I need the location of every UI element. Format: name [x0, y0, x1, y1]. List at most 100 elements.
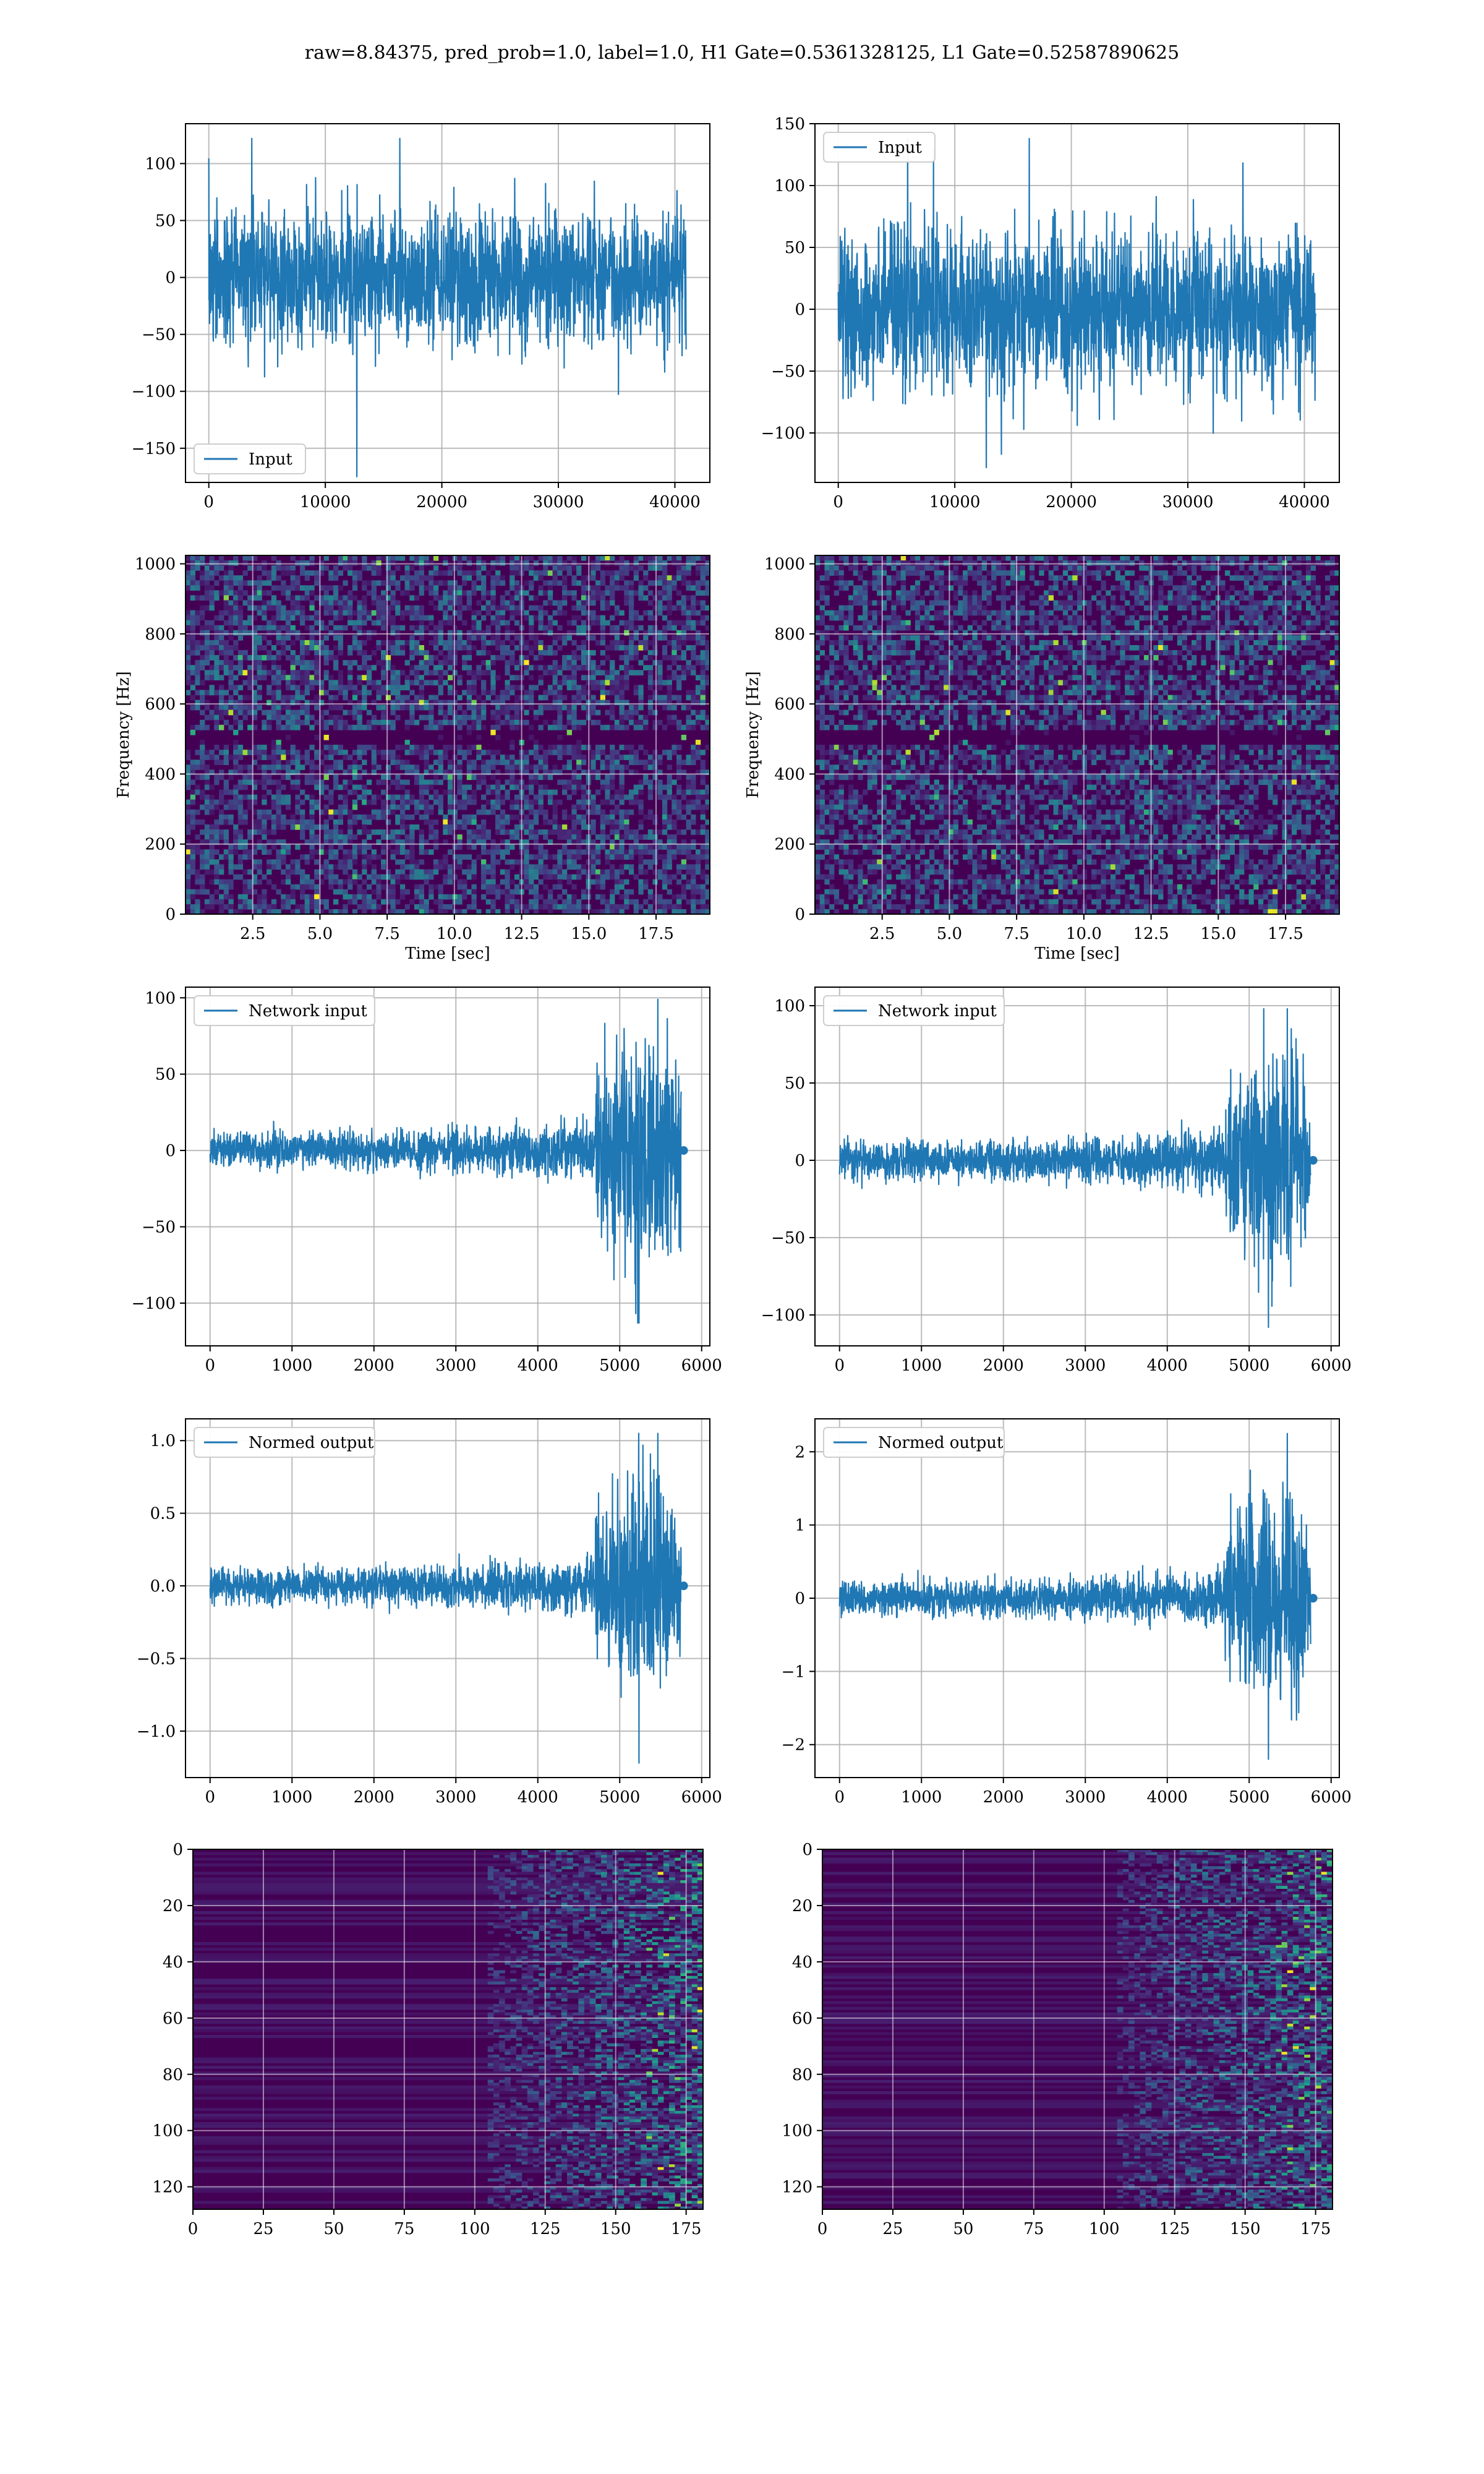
spectrogram-cell: [404, 849, 410, 855]
spectrogram-cell: [466, 904, 472, 910]
spectrogram-cell: [529, 735, 534, 740]
spectrogram-cell: [433, 750, 439, 755]
spectrogram-cell: [576, 804, 582, 810]
spectrogram-cell: [505, 844, 510, 850]
spectrogram-cell: [538, 590, 544, 596]
spectrogram-cell: [672, 645, 677, 651]
spectrogram-cell: [195, 690, 200, 696]
spectrogram-cell: [190, 864, 195, 870]
spectrogram-cell: [638, 580, 644, 586]
spectrogram-cell: [318, 719, 325, 726]
spectrogram-cell: [986, 555, 992, 561]
spectrogram-cell: [529, 615, 534, 621]
spectrogram-cell: [514, 610, 520, 616]
spectrogram-cell: [695, 590, 701, 596]
spectrogram-cell: [448, 700, 453, 706]
spectrogram-cell: [863, 565, 868, 571]
spectrogram-cell: [290, 580, 296, 586]
spectrogram-cell: [376, 704, 382, 711]
spectrogram-cell: [647, 859, 654, 865]
spectrogram-cell: [600, 635, 605, 641]
spectrogram-cell: [1086, 560, 1092, 566]
spectrogram-cell: [647, 789, 654, 795]
spectrogram-cell: [200, 829, 205, 835]
spectrogram-cell: [619, 565, 625, 571]
spectrogram-cell: [381, 814, 386, 820]
spectrogram-cell: [524, 799, 529, 805]
spectrogram-cell: [376, 595, 382, 601]
spectrogram-cell: [390, 555, 396, 561]
spectrogram-cell: [290, 625, 296, 631]
spectrogram-cell: [376, 904, 382, 910]
spectrogram-cell: [571, 784, 577, 790]
spectrogram-cell: [209, 640, 215, 646]
spectrogram-cell: [190, 909, 195, 915]
spectrogram-cell: [647, 794, 654, 800]
spectrogram-cell: [552, 804, 558, 810]
spectrogram-cell: [348, 874, 353, 880]
spectrogram-cell: [304, 660, 310, 666]
spectrogram-cell: [190, 570, 195, 576]
spectrogram-cell: [443, 909, 448, 915]
spectrogram-cell: [624, 894, 629, 900]
spectrogram-cell: [219, 610, 224, 616]
spectrogram-cell: [538, 789, 544, 795]
spectrogram-cell: [1229, 560, 1235, 566]
spectrogram-cell: [314, 620, 320, 626]
spectrogram-cell: [667, 774, 672, 781]
spectrogram-cell: [233, 665, 239, 670]
spectrogram-cell: [462, 645, 467, 651]
spectrogram-cell: [219, 884, 224, 890]
spectrogram-cell: [381, 899, 386, 905]
spectrogram-cell: [343, 854, 348, 860]
spectrogram-cell: [538, 829, 544, 835]
spectrogram-cell: [281, 700, 286, 706]
spectrogram-cell: [647, 695, 654, 701]
spectrogram-cell: [414, 750, 420, 755]
spectrogram-cell: [200, 640, 205, 646]
spectrogram-cell: [691, 690, 696, 696]
spectrogram-cell: [500, 700, 506, 706]
spectrogram-cell: [414, 680, 420, 686]
spectrogram-cell: [214, 859, 220, 865]
spectrogram-cell: [214, 804, 220, 810]
spectrogram-cell: [667, 640, 672, 646]
spectrogram-cell: [204, 849, 210, 855]
spectrogram-cell: [543, 814, 548, 820]
spectrogram-cell: [429, 590, 434, 596]
spectrogram-cell: [399, 670, 406, 675]
spectrogram-cell: [681, 605, 686, 611]
spectrogram-cell: [223, 709, 229, 716]
spectrogram-cell: [257, 665, 262, 670]
x-tick-label: 10.0: [437, 925, 472, 943]
spectrogram-cell: [691, 745, 696, 750]
x-tick-label: 40000: [649, 493, 701, 511]
spectrogram-cell: [695, 620, 701, 626]
spectrogram-cell: [381, 719, 386, 726]
spectrogram-cell: [652, 630, 658, 636]
spectrogram-cell: [343, 610, 348, 616]
spectrogram-cell: [247, 655, 253, 661]
spectrogram-cell: [209, 575, 215, 581]
spectrogram-cell: [190, 794, 195, 800]
spectrogram-cell: [385, 874, 391, 880]
spectrogram-cell: [295, 884, 301, 890]
spectrogram-cell: [433, 625, 439, 631]
spectrogram-cell: [457, 714, 463, 721]
spectrogram-cell: [610, 874, 615, 880]
spectrogram-cell: [295, 779, 301, 785]
spectrogram-cell: [495, 794, 501, 800]
spectrogram-cell: [476, 779, 482, 785]
spectrogram-cell: [505, 829, 510, 835]
spectrogram-cell: [448, 804, 453, 810]
spectrogram-cell: [204, 854, 210, 860]
spectrogram-cell: [304, 590, 310, 596]
spectrogram-cell: [681, 909, 686, 915]
spectrogram-cell: [228, 804, 234, 810]
spectrogram-cell: [395, 745, 401, 750]
spectrogram-cell: [338, 884, 343, 890]
spectrogram-cell: [595, 680, 601, 686]
spectrogram-cell: [362, 565, 367, 571]
spectrogram-cell: [214, 819, 220, 825]
spectrogram-cell: [328, 854, 334, 860]
